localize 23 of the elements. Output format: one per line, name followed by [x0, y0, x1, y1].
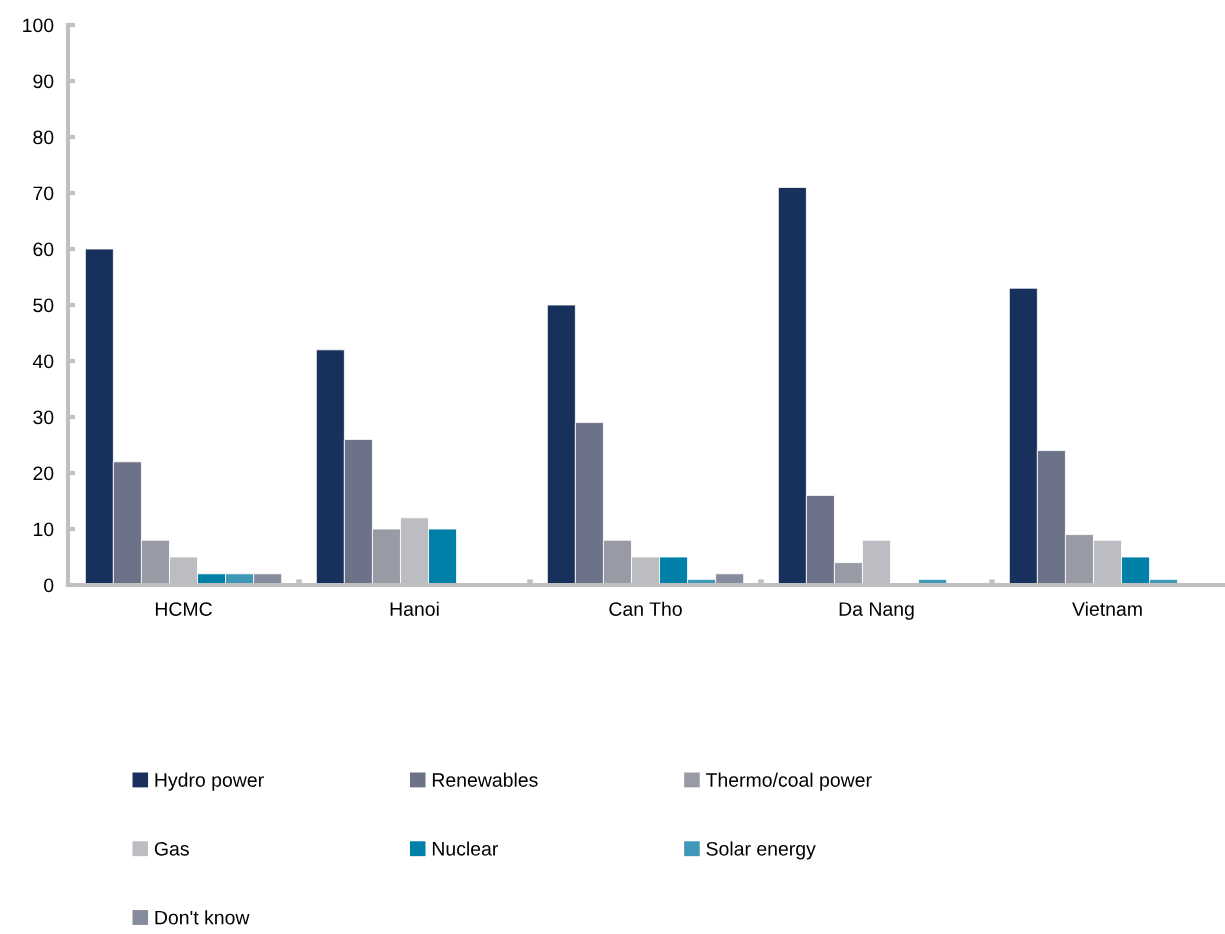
legend-label: Renewables: [432, 772, 538, 787]
x-tick-label: Hanoi: [390, 601, 439, 616]
legend-label: Solar energy: [706, 841, 816, 860]
y-tick-label: 40: [32, 354, 54, 369]
x-tick-label: HCMC: [155, 602, 212, 616]
y-tick-label: 30: [33, 410, 54, 425]
legend-label: Don't know: [155, 910, 250, 925]
y-tick-label: 90: [33, 74, 54, 89]
legend-label: Hydro power: [155, 772, 264, 791]
x-tick-label: Vietnam: [1072, 601, 1142, 616]
y-tick-label: 0: [44, 578, 54, 593]
legend-label: Gas: [154, 841, 189, 856]
legend-label: Nuclear: [432, 841, 499, 856]
y-tick-label: 70: [33, 186, 54, 201]
x-tick-label: Da Nang: [839, 602, 914, 620]
y-tick-label: 100: [23, 18, 54, 33]
y-tick-label: 10: [33, 522, 54, 537]
y-tick-label: 20: [33, 466, 54, 481]
y-tick-label: 80: [33, 130, 54, 145]
x-tick-label: Can Tho: [609, 601, 682, 616]
y-tick-label: 50: [33, 298, 54, 313]
legend-label: Thermo/coal power: [706, 772, 872, 791]
y-tick-label: 60: [33, 242, 54, 257]
